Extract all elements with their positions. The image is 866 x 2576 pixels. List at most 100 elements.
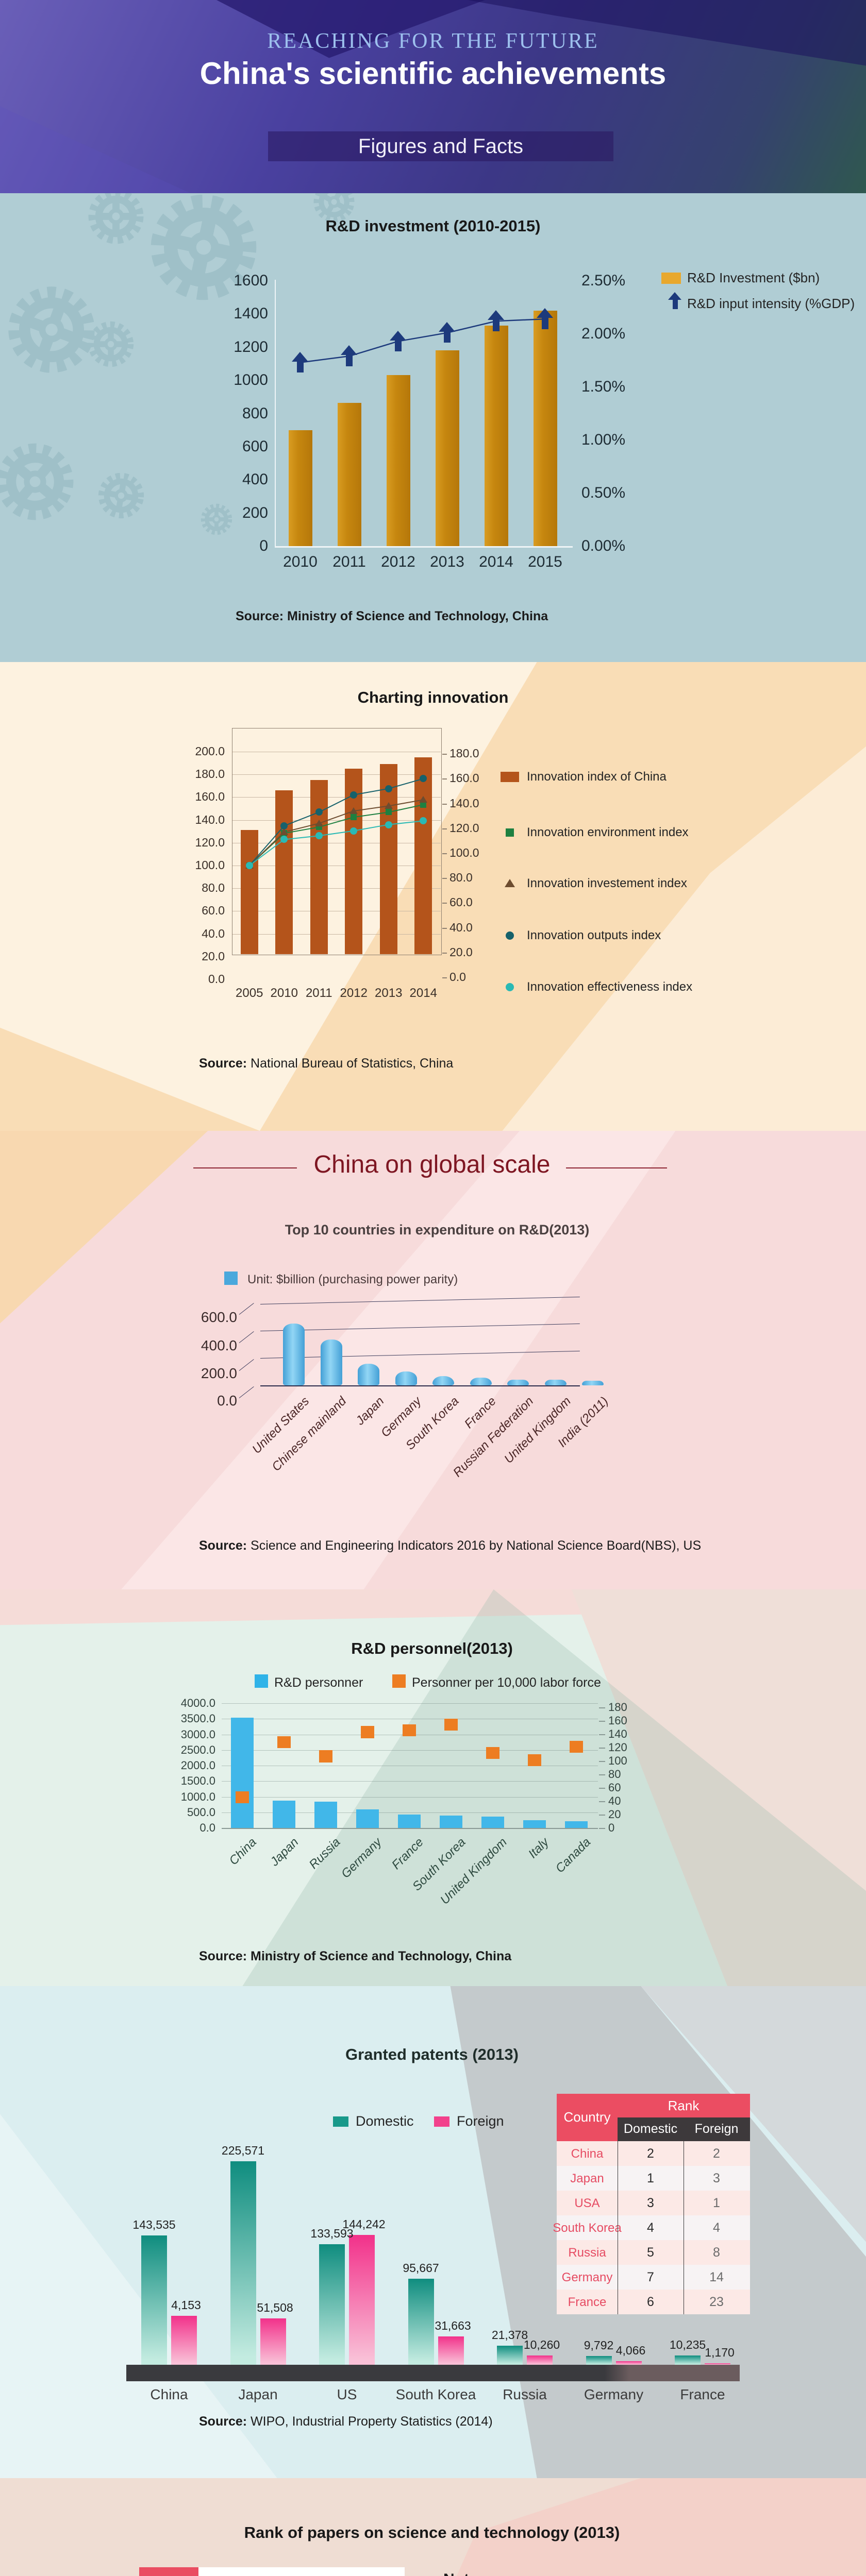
triangle-marker-icon xyxy=(419,796,428,803)
table-cell: 3 xyxy=(713,2171,720,2185)
x-tick: South Korea xyxy=(395,2386,476,2402)
x-tick: France xyxy=(680,2386,725,2402)
axis-line xyxy=(222,1828,598,1829)
range-legend-swatch xyxy=(392,1674,406,1688)
x-tick: Germany xyxy=(584,2386,644,2402)
y-tick: 2.50% xyxy=(581,272,626,289)
legend-label: R&D Investment ($bn) xyxy=(687,270,820,285)
bar-foreign xyxy=(705,2363,730,2365)
y-tick: 140.0 xyxy=(449,796,479,810)
legend-label: Innovation outputs index xyxy=(527,928,661,942)
table-subheader xyxy=(618,2117,684,2141)
circle-marker-icon xyxy=(420,775,427,783)
y-tick: 600.0 xyxy=(201,1309,237,1325)
tick-dash xyxy=(599,1734,605,1735)
square-marker-icon xyxy=(351,814,357,821)
bar-foreign xyxy=(438,2336,464,2365)
legend-label: Foreign xyxy=(457,2113,504,2129)
x-tick: 2010 xyxy=(283,553,318,570)
x-tick: 2014 xyxy=(479,553,513,570)
rd-investment-section xyxy=(0,193,866,662)
triangle-marker-icon xyxy=(349,807,358,815)
legend-label: Personner per 10,000 labor force xyxy=(412,1675,601,1690)
tick-dash xyxy=(442,878,447,879)
circle-marker-icon xyxy=(385,785,392,792)
y-tick: 40 xyxy=(608,1794,621,1807)
tick-dash xyxy=(599,1721,605,1722)
circle-marker-icon xyxy=(385,821,392,828)
arrow-head xyxy=(438,322,455,332)
table-country: South Korea xyxy=(553,2221,622,2235)
y-tick: 80 xyxy=(608,1768,621,1781)
bar xyxy=(231,1718,254,1828)
domestic-legend-swatch xyxy=(333,2116,348,2127)
bar xyxy=(481,1816,504,1828)
tick-dash xyxy=(442,803,447,805)
triangle-marker-icon xyxy=(384,802,393,809)
gridline xyxy=(222,1797,598,1798)
range-marker xyxy=(444,1719,458,1731)
y-tick: 1500.0 xyxy=(180,1774,215,1788)
bar xyxy=(435,350,459,546)
y-tick: 60 xyxy=(608,1781,621,1794)
bar-domestic xyxy=(497,2345,523,2365)
bar xyxy=(356,1809,379,1828)
axis-line xyxy=(260,1385,580,1386)
page-subtitle: Figures and Facts xyxy=(358,135,524,158)
x-tick: 2013 xyxy=(430,553,464,570)
bar xyxy=(544,1380,567,1385)
y-tick: 1600 xyxy=(234,272,268,289)
y-tick: 140.0 xyxy=(195,812,225,826)
y-tick: 1.00% xyxy=(581,431,626,448)
tick-dash xyxy=(599,1707,605,1708)
gridline xyxy=(232,888,441,889)
y-tick: 80.0 xyxy=(449,871,473,885)
x-tick: 2015 xyxy=(528,553,562,570)
arrow-head xyxy=(291,351,308,362)
y-tick: 200.0 xyxy=(195,744,225,758)
table-header-rank xyxy=(618,2094,750,2117)
arrow-head xyxy=(487,310,504,320)
circle-marker-icon xyxy=(280,822,288,829)
title-rule-left xyxy=(193,1167,297,1168)
arrow-stem xyxy=(296,361,304,373)
circle-marker-icon xyxy=(315,832,323,840)
table-row xyxy=(557,2215,750,2240)
y-tick: 20.0 xyxy=(449,945,473,959)
chart-title: Charting innovation xyxy=(357,688,509,706)
table-subheader xyxy=(684,2117,750,2141)
value-label: 10,235 xyxy=(669,2338,706,2352)
bar xyxy=(386,375,410,546)
tick-dash xyxy=(599,1788,605,1789)
bar-domestic xyxy=(586,2355,612,2365)
tick-dash xyxy=(599,1761,605,1762)
value-label: 4,066 xyxy=(615,2343,646,2357)
y-tick: 120.0 xyxy=(449,821,479,835)
title-rule-right xyxy=(566,1167,667,1168)
circle-marker-icon xyxy=(506,983,514,991)
x-tick: 2012 xyxy=(340,986,368,1000)
source-label: Source: xyxy=(236,609,284,623)
chart-floor xyxy=(126,2365,740,2381)
y-tick: 200.0 xyxy=(201,1365,237,1381)
table-row xyxy=(557,2265,750,2290)
range-marker xyxy=(361,1726,374,1738)
y-tick: 3500.0 xyxy=(180,1712,215,1725)
y-tick: 160.0 xyxy=(449,771,479,785)
circle-marker-icon xyxy=(350,827,358,835)
tick-dash xyxy=(442,927,447,929)
circle-marker-icon xyxy=(280,836,288,843)
bar xyxy=(314,1801,337,1828)
section-title: China on global scale xyxy=(313,1151,551,1178)
table-row xyxy=(557,2240,750,2265)
range-marker xyxy=(528,1754,541,1767)
arrow-stem xyxy=(345,354,353,366)
y-tick: 1.50% xyxy=(581,378,626,395)
source-line: Source: Science and Engineering Indicato… xyxy=(199,1538,701,1553)
legend-label: Innovation index of China xyxy=(527,770,667,784)
table-country: Japan xyxy=(570,2172,604,2185)
bar-foreign xyxy=(615,2361,642,2365)
